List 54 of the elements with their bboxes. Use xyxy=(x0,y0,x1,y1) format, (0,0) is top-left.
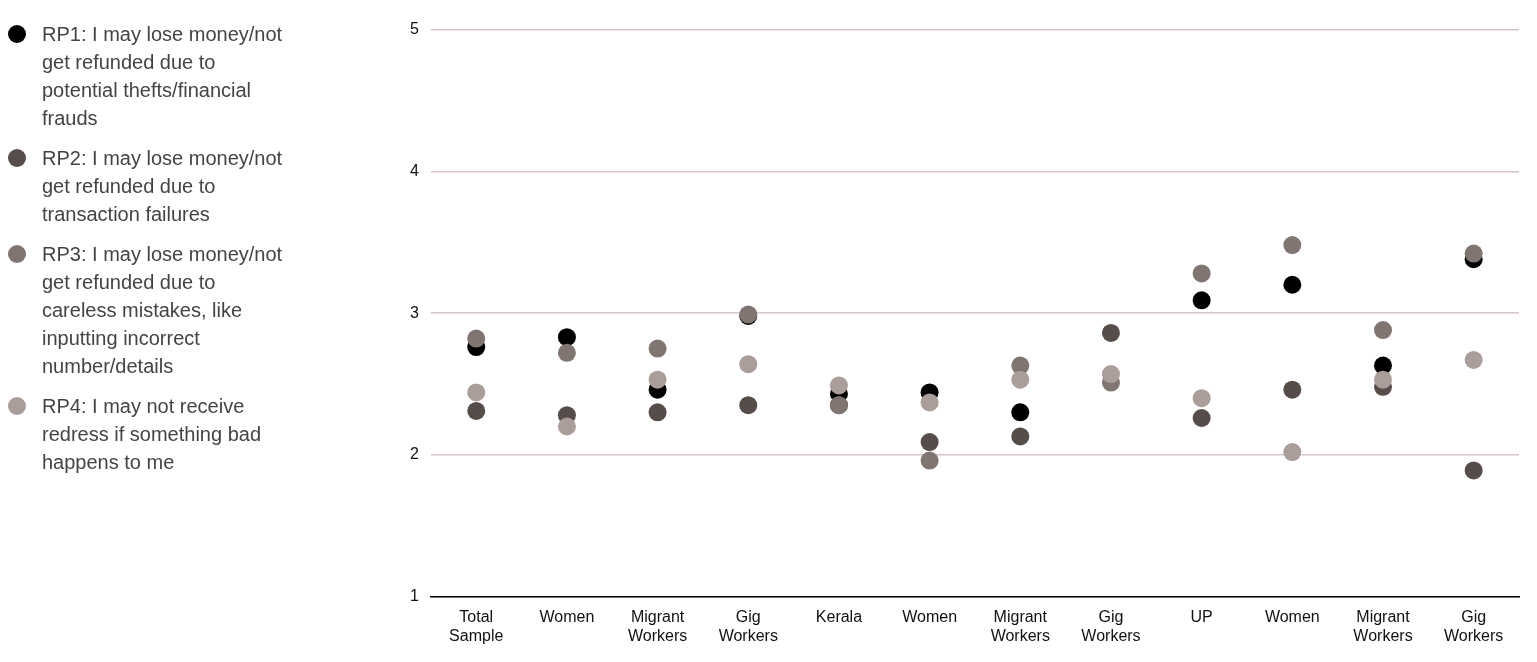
point xyxy=(1101,323,1120,342)
y-tick-label: 1 xyxy=(409,587,419,605)
legend-label: RP2: I may lose money/not get refunded due to transaction failures xyxy=(42,146,284,227)
legend-label: RP3: I may lose money/not get refunded due to careless mistakes, like inputting incorrect number/details xyxy=(42,242,284,379)
point xyxy=(1192,409,1211,427)
point xyxy=(1283,380,1302,399)
point xyxy=(1373,321,1392,340)
point xyxy=(1464,350,1483,369)
x-tick-label: Women xyxy=(539,607,595,625)
x-tick-label: Gig Workers xyxy=(1081,607,1141,644)
point xyxy=(467,383,486,402)
point xyxy=(1464,461,1483,480)
legend-label: RP4: I may not receive redress if something bad happens to me xyxy=(42,394,262,475)
point xyxy=(739,355,758,374)
point xyxy=(557,417,576,436)
x-tick-label: Kerala xyxy=(815,607,863,625)
x-tick-label: Migrant Workers xyxy=(990,607,1050,644)
point xyxy=(739,396,758,415)
x-tick-label: Migrant Workers xyxy=(1353,607,1413,644)
point xyxy=(1283,236,1302,255)
point xyxy=(648,370,667,389)
point xyxy=(1373,370,1392,389)
point xyxy=(1011,427,1030,446)
point xyxy=(557,328,576,347)
y-tick-label: 3 xyxy=(409,303,419,321)
x-tick-label: Women xyxy=(1264,607,1320,625)
point xyxy=(1011,370,1030,389)
y-tick-label: 2 xyxy=(409,445,419,463)
x-tick-label: Gig Workers xyxy=(1444,607,1504,644)
point xyxy=(648,339,667,358)
point xyxy=(557,343,576,362)
point xyxy=(920,451,939,470)
y-tick-label: 4 xyxy=(409,161,419,179)
point xyxy=(648,403,667,422)
point xyxy=(1192,389,1211,408)
point xyxy=(1101,365,1120,384)
x-tick-label: Total Sample xyxy=(449,607,504,644)
point xyxy=(1192,264,1211,283)
point xyxy=(467,401,486,420)
point xyxy=(920,433,939,452)
x-tick-label: Migrant Workers xyxy=(627,607,688,644)
x-tick-label: Women xyxy=(902,607,958,625)
point xyxy=(467,329,486,348)
point xyxy=(1464,244,1483,263)
point xyxy=(1011,403,1030,422)
point xyxy=(920,393,939,412)
legend-label: RP1: I may lose money/not get refunded due to potential thefts/financial frauds xyxy=(42,22,284,131)
point xyxy=(1283,443,1302,462)
y-tick-label: 5 xyxy=(409,20,419,38)
point xyxy=(829,376,848,395)
point xyxy=(1192,291,1211,310)
x-tick-label: UP xyxy=(1190,607,1213,625)
x-tick-label: Gig Workers xyxy=(718,607,778,644)
point xyxy=(1283,275,1302,294)
